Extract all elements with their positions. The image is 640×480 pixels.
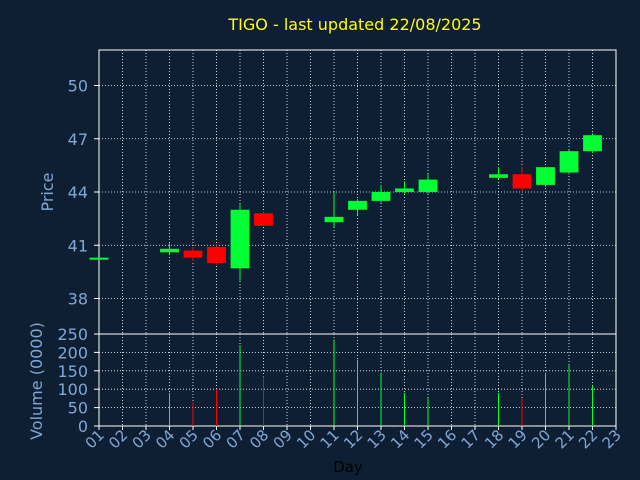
price-tick-label: 41 (68, 236, 88, 255)
volume-axis-label: Volume (0000) (27, 322, 46, 440)
volume-bars (169, 339, 593, 426)
volume-tick-label: 200 (57, 343, 88, 362)
price-tick-label: 50 (68, 77, 88, 96)
candle-body (489, 174, 508, 178)
candle-body (230, 209, 250, 269)
price-tick-label: 44 (68, 183, 88, 202)
candle-body (536, 167, 555, 185)
volume-tick-label: 50 (68, 399, 88, 418)
candle-body (207, 247, 226, 263)
candle-body (324, 216, 344, 223)
price-axis-label: Price (38, 172, 57, 211)
price-tick-label: 38 (68, 290, 88, 309)
x-axis-label: Day (333, 458, 363, 476)
candle-body (418, 179, 438, 192)
candle-body (254, 213, 273, 226)
price-tick-label: 47 (68, 130, 88, 149)
price-panel: 38 41 44 47 50 (68, 49, 617, 335)
candle-body (160, 248, 179, 253)
candle-body (583, 135, 602, 152)
volume-tick-label: 100 (57, 380, 88, 399)
price-y-ticks: 38 41 44 47 50 (68, 77, 99, 309)
candle-body (559, 151, 579, 173)
candle-body (89, 257, 109, 260)
candle-body (512, 174, 532, 189)
candle-body (371, 192, 391, 201)
candles (89, 133, 602, 281)
volume-tick-label: 250 (57, 325, 88, 344)
candle-body (348, 200, 367, 210)
volume-tick-label: 0 (78, 417, 88, 436)
x-ticks: 0102030405060708091011121314151617181920… (82, 426, 625, 452)
candle-body (395, 188, 414, 192)
candle-body (183, 250, 203, 258)
volume-tick-label: 150 (57, 362, 88, 381)
chart-title: TIGO - last updated 22/08/2025 (227, 15, 481, 34)
